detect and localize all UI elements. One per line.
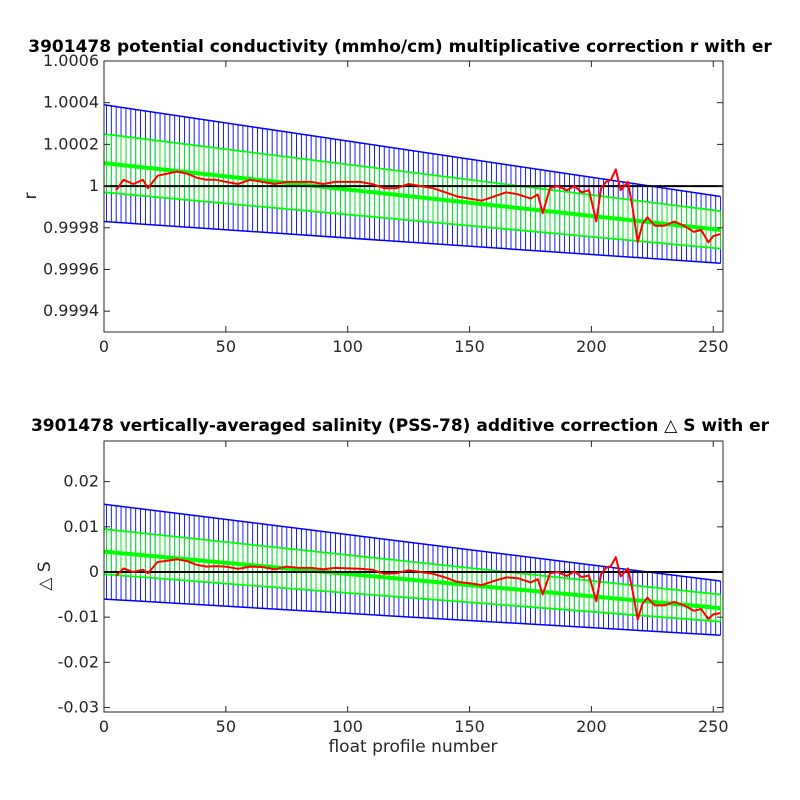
y-tick-label: 1 (89, 176, 99, 195)
plot-frame (103, 60, 724, 333)
y-tick-label: 1.0002 (43, 134, 99, 153)
y-tick-label: -0.01 (58, 607, 99, 626)
envelope-lower-edge (103, 220, 721, 264)
envelope-lower-edge (103, 598, 721, 636)
x-tick-label: 0 (99, 337, 109, 356)
x-tick-label: 50 (216, 337, 236, 356)
y-tick-label: -0.03 (58, 697, 99, 716)
y-tick-label: 1.0004 (43, 93, 99, 112)
profile-correction-line (115, 168, 721, 244)
x-tick-label: 100 (332, 717, 363, 736)
x-tick-label: 100 (332, 337, 363, 356)
x-tick-label: 50 (216, 717, 236, 736)
y-tick-label: 0.9996 (43, 259, 99, 278)
fit-line (103, 549, 721, 611)
fit-lower-edge (103, 573, 721, 623)
y-axis-label: △ S (35, 561, 55, 590)
x-tick-label: 150 (454, 337, 485, 356)
conductivity-correction-chart: 3901478 potential conductivity (mmho/cm)… (21, 37, 772, 356)
salinity-correction-chart: 3901478 vertically-averaged salinity (PS… (31, 416, 770, 757)
plot-frame (103, 440, 724, 713)
profile-correction-line (115, 556, 721, 621)
y-tick-label: 0.01 (63, 517, 99, 536)
x-tick-label: 250 (698, 337, 729, 356)
y-tick-label: 1.0006 (43, 51, 99, 70)
y-axis-label: r (21, 193, 41, 200)
x-tick-label: 0 (99, 717, 109, 736)
y-tick-label: 0.9994 (43, 301, 99, 320)
axis-ticks: 0 50 100 150 200 250 0.9994 0.9996 0.9998 1 1.0002… (43, 51, 729, 356)
fit-upper-edge (103, 528, 721, 596)
axis-ticks: 0 50 100 150 200 250 -0.03 -0.02 -0.01 0 0.01 0.02 (58, 441, 729, 736)
x-axis-label: float profile number (328, 737, 497, 757)
fit-line (103, 161, 721, 232)
chart-title: 3901478 vertically-averaged salinity (PS… (31, 416, 770, 436)
x-tick-label: 250 (698, 717, 729, 736)
y-tick-label: 0 (89, 562, 99, 581)
plot-marks (103, 503, 723, 636)
y-tick-label: 0.02 (63, 472, 99, 491)
x-tick-label: 200 (576, 337, 607, 356)
x-tick-label: 150 (454, 717, 485, 736)
plot-marks (103, 104, 723, 264)
y-tick-label: 0.9998 (43, 218, 99, 237)
y-tick-label: -0.02 (58, 652, 99, 671)
fit-upper-edge (103, 133, 721, 212)
fit-lower-edge (103, 191, 721, 250)
chart-title: 3901478 potential conductivity (mmho/cm)… (28, 37, 772, 57)
x-tick-label: 200 (576, 717, 607, 736)
